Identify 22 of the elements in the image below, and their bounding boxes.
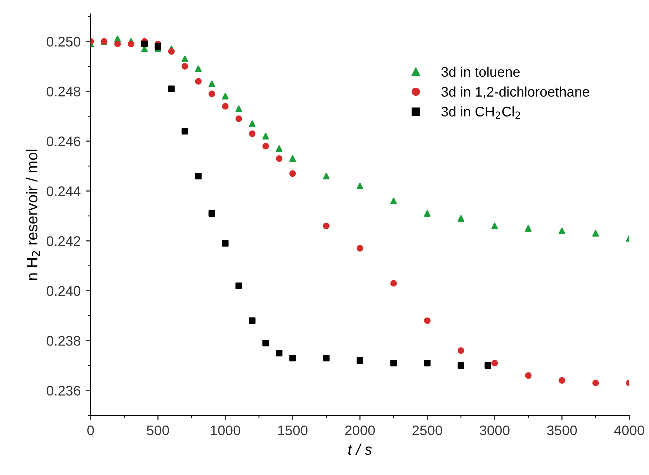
legend-label: 3d in toluene (442, 66, 520, 78)
x-tick-label: 4000 (614, 426, 644, 436)
y-tick-label: 0.244 (46, 186, 81, 196)
x-tick-label: 3000 (480, 426, 510, 436)
y-axis-title: n H$_{2}$ reservoir / mol (26, 150, 40, 280)
legend-label: 3d in 1,2-dichloroethane (442, 86, 590, 99)
y-tick-label: 0.238 (46, 336, 81, 346)
y-tick-label: 0.240 (46, 286, 81, 296)
x-tick-label: 500 (147, 426, 170, 436)
x-tick-label: 2000 (345, 426, 376, 436)
x-axis-title: t / s (348, 444, 372, 456)
y-tick-label: 0.246 (46, 136, 81, 147)
legend-label: 3d in CH$_{2}$Cl$_{2}$ (442, 106, 520, 119)
y-tick-label: 0.250 (46, 37, 81, 47)
y-tick-label: 0.242 (46, 236, 80, 246)
x-tick-label: 1500 (278, 426, 308, 436)
x-tick-label: 2500 (412, 426, 442, 436)
x-tick-label: 0 (88, 426, 94, 436)
y-tick-label: 0.248 (46, 86, 81, 97)
y-tick-label: 0.236 (46, 386, 81, 396)
x-tick-label: 1000 (211, 426, 240, 436)
x-tick-label: 3500 (547, 426, 578, 436)
